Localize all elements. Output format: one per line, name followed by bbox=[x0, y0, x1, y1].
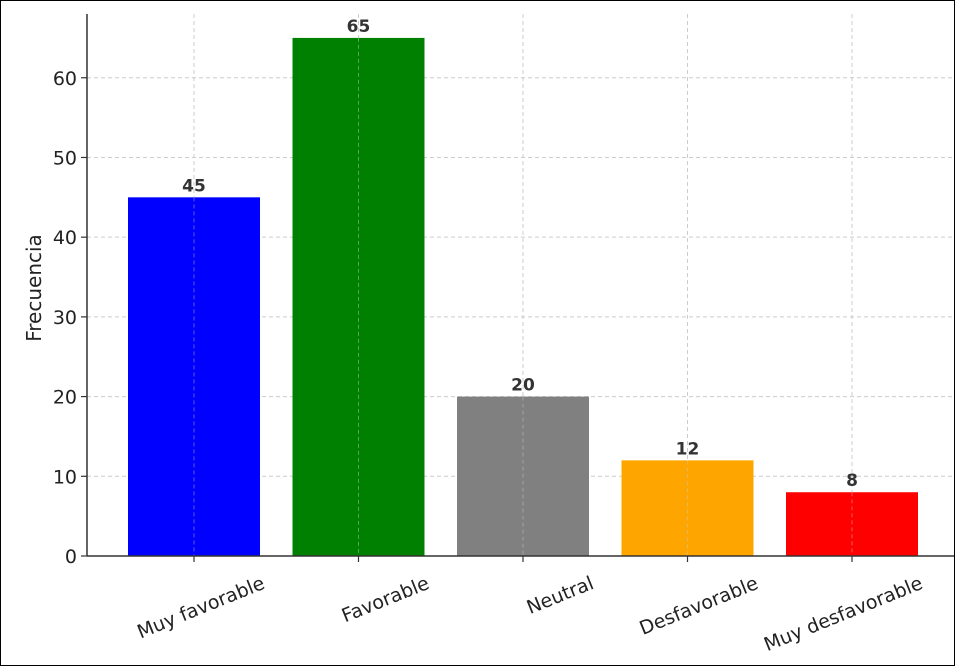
y-tick-label: 30 bbox=[53, 307, 77, 329]
y-tick-label: 40 bbox=[53, 227, 77, 249]
bar-neutral bbox=[457, 396, 589, 556]
y-tick-label: 60 bbox=[53, 68, 77, 90]
x-tick-label: Favorable bbox=[339, 572, 433, 627]
bar-desfavorable bbox=[621, 460, 754, 556]
bar-muy-favorable bbox=[128, 197, 260, 556]
y-tick-label: 20 bbox=[53, 387, 77, 409]
y-tick-label: 50 bbox=[53, 147, 77, 169]
y-tick-label: 10 bbox=[53, 466, 77, 488]
bar-favorable bbox=[292, 37, 425, 557]
data-label: 8 bbox=[846, 471, 858, 491]
data-label: 20 bbox=[511, 376, 535, 396]
axes bbox=[81, 14, 954, 562]
x-tick-label: Desfavorable bbox=[636, 572, 761, 640]
bar-muy-desfavorable bbox=[786, 492, 918, 556]
data-label: 65 bbox=[347, 17, 371, 37]
data-label: 12 bbox=[676, 439, 700, 459]
y-axis-label: Frecuencia bbox=[22, 234, 46, 342]
data-label: 45 bbox=[182, 176, 206, 196]
x-tick-label: Muy favorable bbox=[134, 572, 268, 643]
x-tick-label: Muy desfavorable bbox=[761, 572, 926, 656]
bars bbox=[128, 37, 918, 557]
y-tick-label: 0 bbox=[65, 546, 77, 568]
x-tick-label: Neutral bbox=[524, 572, 597, 619]
